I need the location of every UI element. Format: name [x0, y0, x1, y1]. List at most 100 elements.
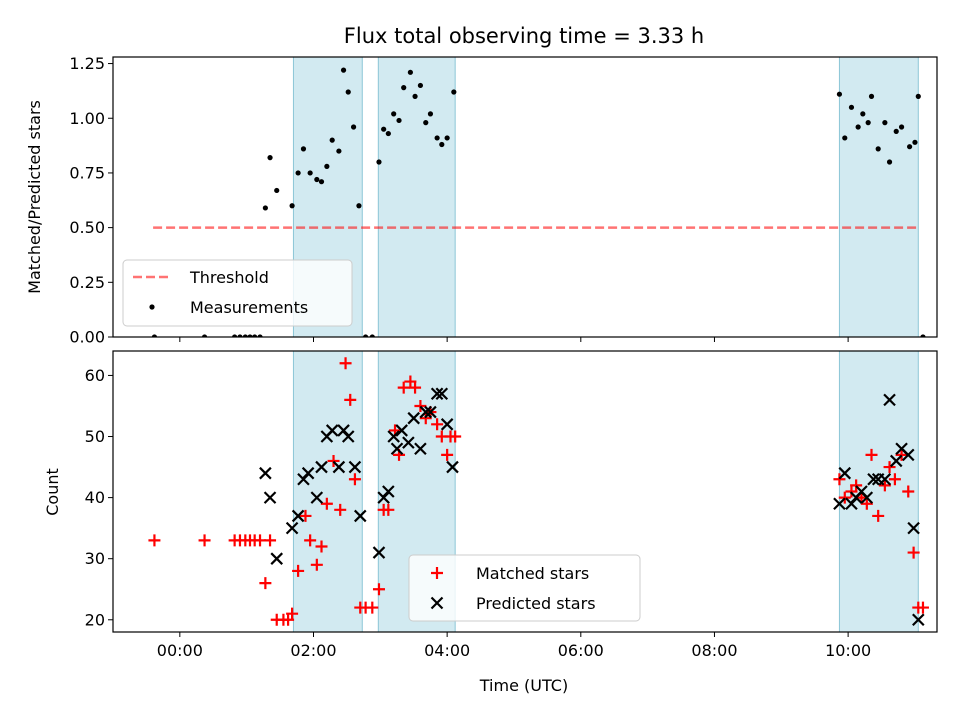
- predicted-star-point: [341, 430, 355, 443]
- matched-star-point: [902, 485, 915, 498]
- matched-star-point: [334, 503, 347, 516]
- measurement-point: [848, 104, 855, 110]
- matched-star-point: [883, 461, 896, 474]
- predicted-star-point: [424, 405, 437, 419]
- x-tick-label: 02:00: [290, 641, 336, 660]
- measurement-point: [252, 334, 258, 337]
- legend: Matched stars Predicted stars: [408, 554, 641, 622]
- legend-threshold-label: Threshold: [189, 268, 269, 287]
- matched-star-point: [304, 534, 317, 547]
- measurement-point: [391, 111, 397, 117]
- y-tick-label: 0.25: [69, 273, 105, 292]
- x-axis-label: Time (UTC): [479, 676, 568, 695]
- predicted-star-point: [889, 454, 903, 468]
- predicted-star-point: [867, 473, 880, 486]
- measurement-point: [289, 203, 295, 209]
- matched-star-point: [344, 393, 357, 406]
- matched-star-point: [282, 613, 295, 626]
- predicted-star-point: [310, 491, 324, 504]
- legend-matched-label: Matched stars: [476, 564, 589, 583]
- measurement-point: [345, 89, 351, 95]
- predicted-star-point: [430, 387, 444, 401]
- observing-window: [838, 57, 919, 337]
- matched-star-point: [286, 607, 299, 620]
- measurement-point: [855, 124, 861, 130]
- y-tick-label: 50: [85, 427, 105, 446]
- matched-star-point: [895, 448, 908, 461]
- predicted-star-point: [883, 393, 896, 407]
- matched-star-point: [366, 601, 379, 614]
- predicted-star-point: [878, 473, 892, 486]
- measurement-point: [376, 159, 382, 165]
- matched-star-point: [348, 473, 361, 486]
- measurement-point: [836, 91, 843, 97]
- x-tick-label: 10:00: [825, 641, 871, 660]
- measurement-point: [314, 176, 320, 183]
- observing-window: [377, 57, 456, 337]
- matched-star-point: [264, 534, 277, 547]
- matched-star-point: [259, 577, 272, 590]
- measurement-point: [423, 120, 429, 126]
- predicted-star-point: [407, 411, 421, 425]
- measurement-point: [868, 93, 875, 99]
- measurement-point: [886, 159, 893, 165]
- matched-star-point: [299, 509, 312, 522]
- measurement-point: [381, 126, 387, 132]
- predicted-star-point: [348, 460, 362, 474]
- measurement-point: [875, 146, 881, 152]
- x-tick-label: 08:00: [691, 641, 737, 660]
- measurement-point: [451, 89, 457, 95]
- plot-area: [151, 57, 926, 337]
- measurement-point: [920, 334, 926, 337]
- matched-star-point: [872, 509, 885, 522]
- matched-star-point: [833, 473, 846, 486]
- measurement-point: [262, 205, 268, 211]
- measurement-point: [201, 334, 208, 337]
- measurement-point: [385, 130, 391, 137]
- predicted-star-point: [838, 466, 852, 480]
- measurement-point: [356, 203, 362, 209]
- measurement-point: [907, 144, 913, 150]
- matched-star-point: [441, 448, 454, 461]
- y-tick-label: 0.50: [69, 218, 105, 237]
- predicted-star-point: [259, 466, 272, 480]
- predicted-star-point: [291, 509, 305, 523]
- matched-star-point: [850, 479, 863, 492]
- measurement-point: [324, 163, 330, 169]
- measurement-point: [232, 334, 238, 337]
- measurement-point: [329, 137, 335, 143]
- matched-star-point: [310, 558, 323, 571]
- predicted-star-point: [395, 424, 408, 437]
- legend: Threshold Measurements: [122, 259, 353, 327]
- matched-star-point: [292, 564, 305, 577]
- y-axis-label-lower: Count: [43, 468, 62, 516]
- measurement-point: [340, 67, 347, 73]
- predicted-star-point: [353, 509, 367, 523]
- measurement-point: [439, 141, 445, 148]
- x-tick-label: 06:00: [558, 641, 604, 660]
- measurement-point: [336, 148, 342, 154]
- matched-star-point: [409, 381, 422, 394]
- matched-star-point: [431, 418, 444, 431]
- predicted-star-point: [301, 466, 315, 480]
- measurement-point: [427, 111, 434, 117]
- predicted-star-point: [446, 460, 459, 474]
- measurement-point: [300, 146, 307, 152]
- legend-predicted-label: Predicted stars: [476, 594, 596, 613]
- predicted-star-point: [332, 460, 346, 474]
- measurement-point: [363, 334, 369, 337]
- y-tick-label: 1.25: [69, 54, 105, 73]
- predicted-star-point: [912, 613, 925, 627]
- measurement-point: [915, 93, 921, 99]
- predicted-star-point: [387, 430, 400, 443]
- x-tick-label: 04:00: [424, 641, 470, 660]
- measurement-point: [444, 135, 450, 141]
- matched-star-point: [449, 430, 462, 443]
- measurement-point: [274, 187, 280, 194]
- matched-star-point: [907, 546, 920, 559]
- y-tick-label: 30: [85, 549, 105, 568]
- predicted-star-point: [907, 521, 920, 535]
- y-tick-label: 0.00: [69, 328, 105, 347]
- x-tick-label: 00:00: [157, 641, 203, 660]
- axes-frame: [112, 56, 938, 338]
